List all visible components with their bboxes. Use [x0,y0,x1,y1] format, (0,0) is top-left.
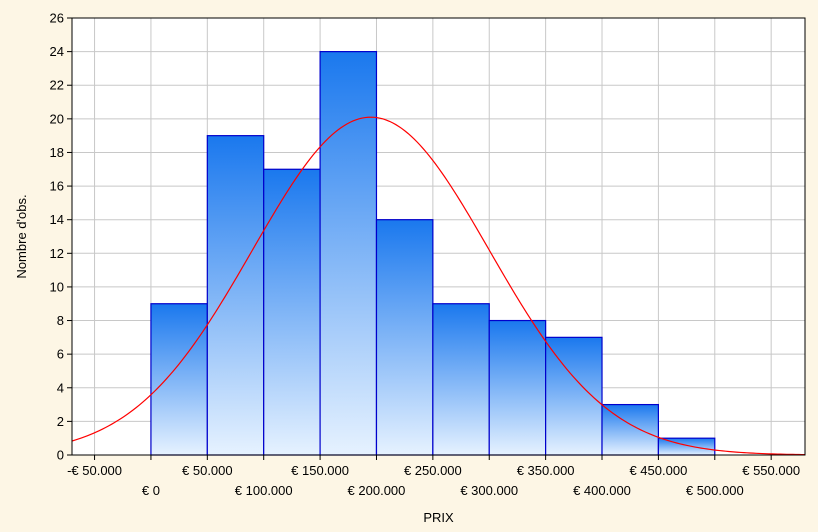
x-axis-title: PRIX [423,510,454,525]
x-tick-label: € 0 [142,483,160,498]
y-tick-label: 4 [57,380,64,395]
x-tick-label: € 100.000 [235,483,293,498]
x-tick-label: € 50.000 [182,463,233,478]
histogram-bar [375,219,434,456]
normal-fit-curve [72,116,805,455]
y-tick-label: 24 [50,44,64,59]
x-tick-label: € 150.000 [291,463,349,478]
y-tick-label: 14 [50,212,64,227]
x-tick-label: -€ 50.000 [67,463,122,478]
y-tick-label: 6 [57,347,64,362]
x-tick-label: € 250.000 [404,463,462,478]
x-axis: -€ 50.000 € 0 € 50.000€ 100.000 € 150.000 € … [67,455,800,498]
x-tick-label: € 400.000 [573,483,631,498]
x-tick-label: € 300.000 [460,483,518,498]
x-tick-label: € 500.000 [686,483,744,498]
x-tick-label: € 350.000 [517,463,575,478]
y-tick-label: 16 [50,179,64,194]
y-tick-label: 12 [50,246,64,261]
y-tick-label: 8 [57,313,64,328]
y-axis-title: Nombre d'obs. [14,194,29,278]
y-tick-label: 18 [50,145,64,160]
histogram-bar [263,168,321,456]
x-tick-label: € 550.000 [742,463,800,478]
x-tick-label: € 450.000 [629,463,687,478]
histogram-bar [545,336,603,456]
y-tick-label: 2 [57,414,64,429]
y-tick-label: 26 [50,11,64,26]
bars [150,51,716,456]
y-tick-label: 10 [50,279,64,294]
histogram-bar [150,303,208,456]
histogram-bar [488,319,547,456]
histogram-bar [206,135,265,456]
y-tick-label: 22 [50,78,64,93]
y-tick-label: 0 [57,448,64,463]
plot-frame [71,17,806,456]
histogram-bar [601,403,659,456]
y-tick-label: 20 [50,111,64,126]
x-tick-label: € 200.000 [348,483,406,498]
histogram-bar [432,303,490,456]
histogram-bar [319,51,378,456]
